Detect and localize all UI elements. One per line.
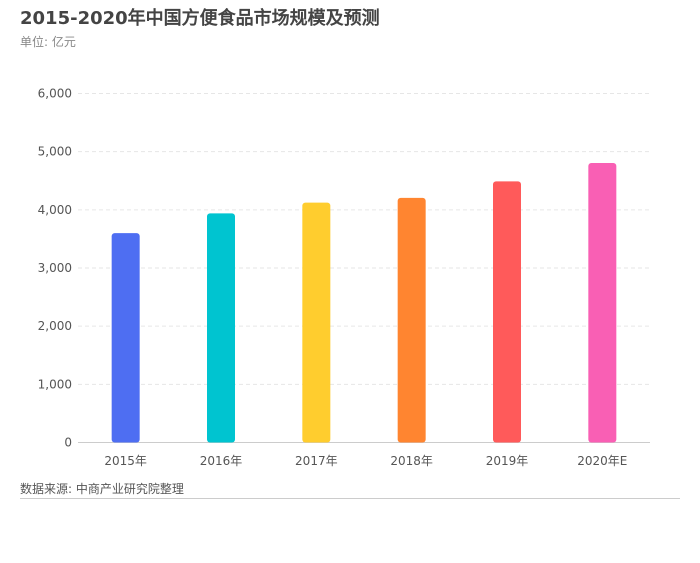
y-tick-label: 1,000 (38, 377, 72, 391)
y-tick-label: 4,000 (38, 203, 72, 217)
bar (111, 233, 140, 443)
bar (397, 197, 426, 443)
bar-chart: 0 1,000 2,000 3,000 4,000 5,000 6,000 2015年 2016… (38, 87, 650, 468)
chart-title: 2015-2020年中国方便食品市场规模及预测 (20, 8, 380, 29)
bar (588, 163, 617, 443)
bar (207, 213, 235, 443)
x-tick-label: 2019年 (486, 454, 529, 468)
y-tick-label: 0 (64, 436, 72, 450)
bar (302, 202, 331, 443)
divider (20, 498, 680, 499)
source-note: 数据来源: 中商产业研究院整理 (20, 482, 184, 496)
x-tick-label: 2017年 (295, 454, 338, 468)
x-tick-label: 2015年 (104, 454, 147, 468)
x-tick-label: 2016年 (200, 454, 243, 468)
chart-subtitle: 单位: 亿元 (20, 35, 76, 49)
x-tick-label: 2020年E (577, 454, 627, 468)
y-tick-label: 3,000 (38, 261, 72, 275)
x-tick-label: 2018年 (390, 454, 433, 468)
bar (493, 181, 521, 443)
y-tick-label: 5,000 (38, 145, 72, 159)
y-tick-label: 2,000 (38, 319, 72, 333)
y-tick-label: 6,000 (38, 87, 72, 101)
